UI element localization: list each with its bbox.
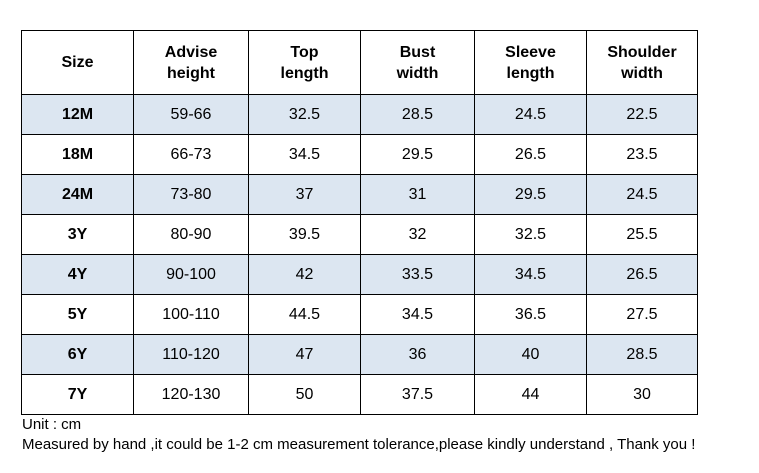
header-size: Size	[21, 30, 134, 95]
cell-bust-width: 36	[360, 334, 475, 375]
header-bust-width-line2: width	[396, 64, 439, 82]
header-bust-width-line1: Bust	[399, 43, 436, 61]
cell-shoulder-width: 23.5	[586, 134, 698, 175]
cell-sleeve-length: 36.5	[474, 294, 587, 335]
header-row: Size Advise height Top length Bust width Sl…	[21, 30, 698, 95]
header-sleeve-length: Sleeve length	[474, 30, 587, 95]
table-row: 24M 73-80 37 31 29.5 24.5	[21, 174, 698, 215]
cell-top-length: 44.5	[248, 294, 361, 335]
header-shoulder-width: Shoulder width	[586, 30, 698, 95]
table-row: 6Y 110-120 47 36 40 28.5	[21, 334, 698, 375]
header-advise-height-line2: height	[167, 64, 215, 82]
cell-shoulder-width: 27.5	[586, 294, 698, 335]
cell-top-length: 42	[248, 254, 361, 295]
cell-sleeve-length: 44	[474, 374, 587, 415]
cell-top-length: 39.5	[248, 214, 361, 255]
cell-size: 18M	[21, 134, 134, 175]
cell-bust-width: 32	[360, 214, 475, 255]
header-advise-height: Advise height	[133, 30, 249, 95]
cell-shoulder-width: 28.5	[586, 334, 698, 375]
cell-sleeve-length: 29.5	[474, 174, 587, 215]
cell-bust-width: 29.5	[360, 134, 475, 175]
cell-size: 4Y	[21, 254, 134, 295]
cell-sleeve-length: 34.5	[474, 254, 587, 295]
cell-bust-width: 33.5	[360, 254, 475, 295]
table-row: 4Y 90-100 42 33.5 34.5 26.5	[21, 254, 698, 295]
table-row: 18M 66-73 34.5 29.5 26.5 23.5	[21, 134, 698, 175]
cell-size: 24M	[21, 174, 134, 215]
cell-bust-width: 37.5	[360, 374, 475, 415]
cell-size: 5Y	[21, 294, 134, 335]
size-chart-table: Size Advise height Top length Bust width Sl…	[21, 30, 698, 415]
cell-advise-height: 100-110	[133, 294, 249, 335]
cell-top-length: 34.5	[248, 134, 361, 175]
cell-size: 7Y	[21, 374, 134, 415]
cell-top-length: 32.5	[248, 94, 361, 135]
cell-advise-height: 80-90	[133, 214, 249, 255]
header-top-length: Top length	[248, 30, 361, 95]
header-advise-height-line1: Advise	[164, 43, 218, 61]
table-row: 7Y 120-130 50 37.5 44 30	[21, 374, 698, 415]
header-shoulder-width-line1: Shoulder	[607, 43, 677, 61]
cell-shoulder-width: 24.5	[586, 174, 698, 215]
cell-top-length: 37	[248, 174, 361, 215]
tolerance-note: Measured by hand ,it could be 1-2 cm mea…	[22, 436, 696, 453]
header-sleeve-length-line2: length	[506, 64, 555, 82]
cell-advise-height: 110-120	[133, 334, 249, 375]
header-sleeve-length-line1: Sleeve	[505, 43, 556, 61]
table-row: 3Y 80-90 39.5 32 32.5 25.5	[21, 214, 698, 255]
cell-advise-height: 73-80	[133, 174, 249, 215]
header-top-length-line1: Top	[290, 43, 319, 61]
cell-sleeve-length: 40	[474, 334, 587, 375]
cell-advise-height: 120-130	[133, 374, 249, 415]
cell-bust-width: 34.5	[360, 294, 475, 335]
cell-shoulder-width: 22.5	[586, 94, 698, 135]
cell-advise-height: 59-66	[133, 94, 249, 135]
header-size-label: Size	[61, 54, 94, 71]
cell-advise-height: 90-100	[133, 254, 249, 295]
unit-note: Unit : cm	[22, 416, 82, 433]
cell-top-length: 47	[248, 334, 361, 375]
cell-shoulder-width: 25.5	[586, 214, 698, 255]
cell-sleeve-length: 26.5	[474, 134, 587, 175]
cell-advise-height: 66-73	[133, 134, 249, 175]
table-row: 12M 59-66 32.5 28.5 24.5 22.5	[21, 94, 698, 135]
cell-bust-width: 31	[360, 174, 475, 215]
cell-size: 12M	[21, 94, 134, 135]
cell-sleeve-length: 24.5	[474, 94, 587, 135]
header-top-length-line2: length	[280, 64, 329, 82]
cell-shoulder-width: 26.5	[586, 254, 698, 295]
cell-size: 6Y	[21, 334, 134, 375]
header-shoulder-width-line2: width	[621, 64, 663, 82]
cell-sleeve-length: 32.5	[474, 214, 587, 255]
table-row: 5Y 100-110 44.5 34.5 36.5 27.5	[21, 294, 698, 335]
cell-size: 3Y	[21, 214, 134, 255]
cell-shoulder-width: 30	[586, 374, 698, 415]
cell-top-length: 50	[248, 374, 361, 415]
header-bust-width: Bust width	[360, 30, 475, 95]
cell-bust-width: 28.5	[360, 94, 475, 135]
